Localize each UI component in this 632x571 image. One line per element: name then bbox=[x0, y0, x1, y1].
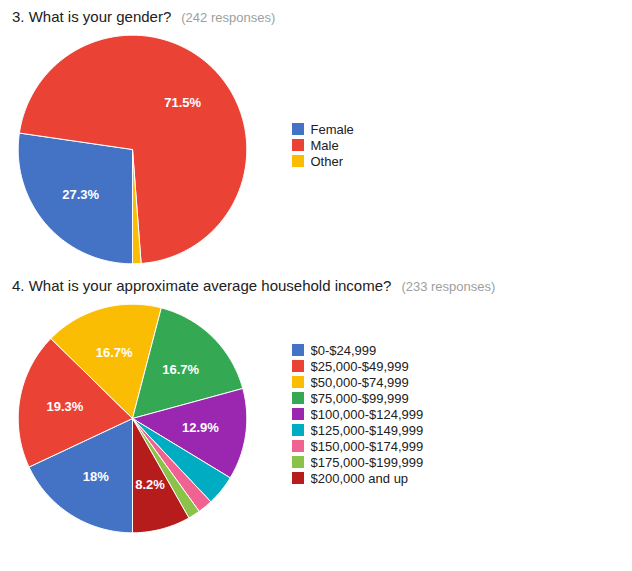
html-text:$125,000-$149,999: $125,000-$149,999 bbox=[310, 422, 424, 438]
html-text:(233 responses): (233 responses) bbox=[401, 279, 496, 294]
html-text:$200,000 and up: $200,000 and up bbox=[310, 470, 409, 486]
html-text:$50,000-$74,999: $50,000-$74,999 bbox=[310, 374, 409, 390]
svg-text:71.5%: 71.5% bbox=[164, 95, 201, 110]
svg-text:8.2%: 8.2% bbox=[135, 477, 165, 492]
html-text:4. What is your approximate av: 4. What is your approximate average hous… bbox=[12, 277, 392, 294]
html-text:$100,000-$124,999: $100,000-$124,999 bbox=[310, 406, 424, 422]
svg-text:16.7%: 16.7% bbox=[162, 362, 199, 377]
html-text:Female: Female bbox=[310, 121, 354, 137]
html-text:$25,000-$49,999: $25,000-$49,999 bbox=[310, 358, 409, 374]
svg-text:18%: 18% bbox=[83, 469, 109, 484]
html-text:$175,000-$199,999: $175,000-$199,999 bbox=[310, 454, 424, 470]
svg-text:27.3%: 27.3% bbox=[62, 187, 99, 202]
html-text:Other: Other bbox=[310, 153, 343, 169]
html-text:$0-$24,999: $0-$24,999 bbox=[310, 342, 377, 358]
svg-text:16.7%: 16.7% bbox=[96, 345, 133, 360]
html-text:(242 responses): (242 responses) bbox=[181, 10, 276, 25]
svg-text:19.3%: 19.3% bbox=[46, 399, 83, 414]
html-text:$75,000-$99,999: $75,000-$99,999 bbox=[310, 390, 409, 406]
svg-text:12.9%: 12.9% bbox=[182, 420, 219, 435]
html-text:3. What is your gender?: 3. What is your gender? bbox=[12, 8, 172, 25]
html-text:Male: Male bbox=[310, 137, 339, 153]
html-text:$150,000-$174,999: $150,000-$174,999 bbox=[310, 438, 424, 454]
